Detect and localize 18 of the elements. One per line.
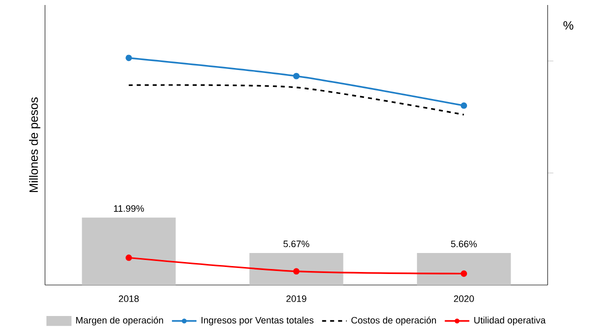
legend-label: Margen de operación	[76, 316, 164, 326]
point	[460, 102, 468, 109]
point	[293, 268, 300, 275]
legend-label: Costos de operación	[351, 316, 436, 326]
legend-label: Ingresos por Ventas totales	[202, 316, 314, 326]
point	[126, 54, 132, 62]
y-axis-title: Millones de pesos	[29, 97, 40, 192]
y-axis-title: %	[563, 21, 574, 30]
data-label: 5.66%	[451, 240, 477, 248]
point	[126, 254, 132, 261]
x-tick-label: 2019	[286, 295, 306, 302]
point	[460, 270, 468, 277]
data-label: 5.67%	[283, 240, 310, 248]
point	[293, 72, 300, 80]
legend-label: Utilidad operativa	[474, 316, 546, 326]
data-label: 11.99%	[114, 205, 144, 212]
x-tick-label: 2018	[118, 295, 139, 302]
x-tick-label: 2020	[454, 295, 474, 302]
